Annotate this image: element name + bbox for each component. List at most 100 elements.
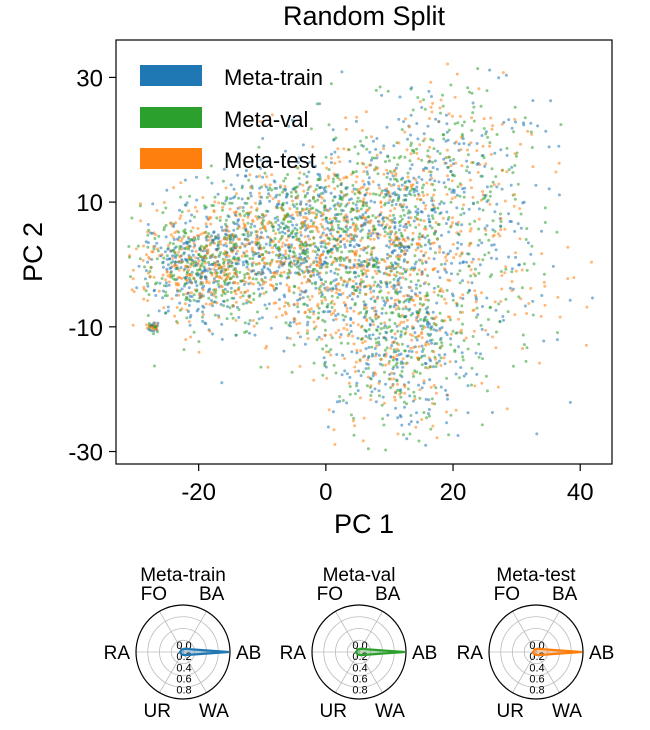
scatter-point (342, 147, 346, 151)
scatter-point (374, 147, 378, 151)
scatter-point (318, 264, 321, 268)
scatter-point (329, 348, 333, 351)
scatter-point (513, 313, 517, 317)
scatter-point (354, 223, 358, 227)
scatter-point (318, 275, 321, 279)
scatter-point (175, 306, 179, 309)
scatter-point (521, 347, 524, 350)
scatter-point (424, 366, 428, 370)
scatter-point (232, 296, 236, 300)
scatter-point (212, 204, 216, 208)
scatter-point (465, 165, 469, 169)
scatter-point (357, 188, 361, 191)
scatter-point (568, 400, 572, 404)
scatter-point (392, 249, 396, 253)
scatter-point (326, 221, 330, 225)
scatter-point (189, 262, 193, 266)
scatter-point (497, 76, 501, 80)
scatter-point (250, 246, 254, 250)
scatter-point (320, 301, 324, 305)
scatter-point (557, 161, 561, 165)
scatter-point (404, 222, 408, 226)
scatter-point (335, 259, 339, 263)
scatter-point (204, 256, 207, 259)
scatter-point (346, 296, 349, 299)
scatter-point (352, 263, 356, 267)
scatter-point (259, 201, 263, 205)
scatter-point (242, 222, 246, 226)
scatter-point (409, 113, 413, 117)
scatter-point (372, 289, 376, 293)
scatter-point (297, 176, 301, 180)
scatter-point (514, 251, 518, 255)
scatter-point (420, 363, 424, 367)
radar-r-tick: 0.4 (352, 662, 367, 674)
scatter-point (288, 234, 292, 238)
scatter-point (384, 311, 388, 315)
scatter-point (146, 299, 150, 303)
scatter-point (161, 211, 165, 215)
scatter-point (347, 381, 351, 385)
scatter-point (299, 230, 303, 234)
scatter-point (503, 271, 507, 275)
scatter-point (324, 271, 328, 275)
scatter-point (315, 226, 319, 230)
scatter-point (584, 343, 588, 347)
scatter-point (306, 337, 310, 340)
scatter-point (280, 264, 284, 267)
legend-label-meta-val: Meta-val (224, 107, 308, 132)
scatter-point (338, 197, 342, 201)
scatter-point (282, 226, 286, 230)
scatter-point (274, 232, 278, 236)
scatter-point (454, 252, 458, 256)
scatter-point (385, 296, 389, 300)
scatter-point (308, 270, 312, 274)
scatter-point (234, 245, 238, 249)
scatter-point (341, 291, 345, 295)
scatter-point (331, 234, 334, 238)
scatter-point (430, 214, 434, 218)
scatter-point (334, 317, 338, 321)
scatter-point (523, 304, 527, 308)
scatter-point (272, 271, 276, 275)
scatter-point (426, 366, 430, 370)
scatter-point (393, 168, 397, 172)
scatter-point (225, 275, 229, 279)
scatter-point (529, 286, 533, 290)
scatter-point (410, 298, 414, 302)
scatter-point (203, 261, 207, 265)
scatter-point (203, 321, 207, 325)
scatter-point (534, 183, 538, 187)
scatter-point (460, 164, 464, 168)
scatter-point (499, 217, 503, 221)
scatter-point (348, 232, 352, 236)
scatter-point (388, 218, 392, 222)
scatter-point (161, 296, 165, 300)
scatter-point (231, 275, 235, 279)
scatter-point (283, 185, 287, 188)
scatter-point (470, 366, 474, 370)
scatter-point (235, 222, 239, 226)
scatter-point (422, 98, 425, 102)
scatter-point (138, 202, 142, 206)
scatter-point (477, 342, 481, 346)
x-axis-label: PC 1 (334, 509, 394, 539)
scatter-point (423, 137, 427, 141)
scatter-point (345, 192, 349, 196)
scatter-point (527, 302, 531, 305)
scatter-point (315, 213, 319, 216)
scatter-point (368, 284, 372, 288)
scatter-point (332, 216, 336, 220)
scatter-point (327, 123, 331, 127)
scatter-point (410, 86, 414, 90)
scatter-point (370, 345, 374, 349)
scatter-point (405, 249, 409, 252)
scatter-point (249, 225, 253, 229)
scatter-point (321, 161, 325, 165)
scatter-point (459, 148, 463, 152)
scatter-point (281, 190, 285, 194)
scatter-point (323, 239, 326, 243)
scatter-point (362, 307, 366, 311)
scatter-point (229, 312, 233, 316)
scatter-point (179, 181, 183, 185)
